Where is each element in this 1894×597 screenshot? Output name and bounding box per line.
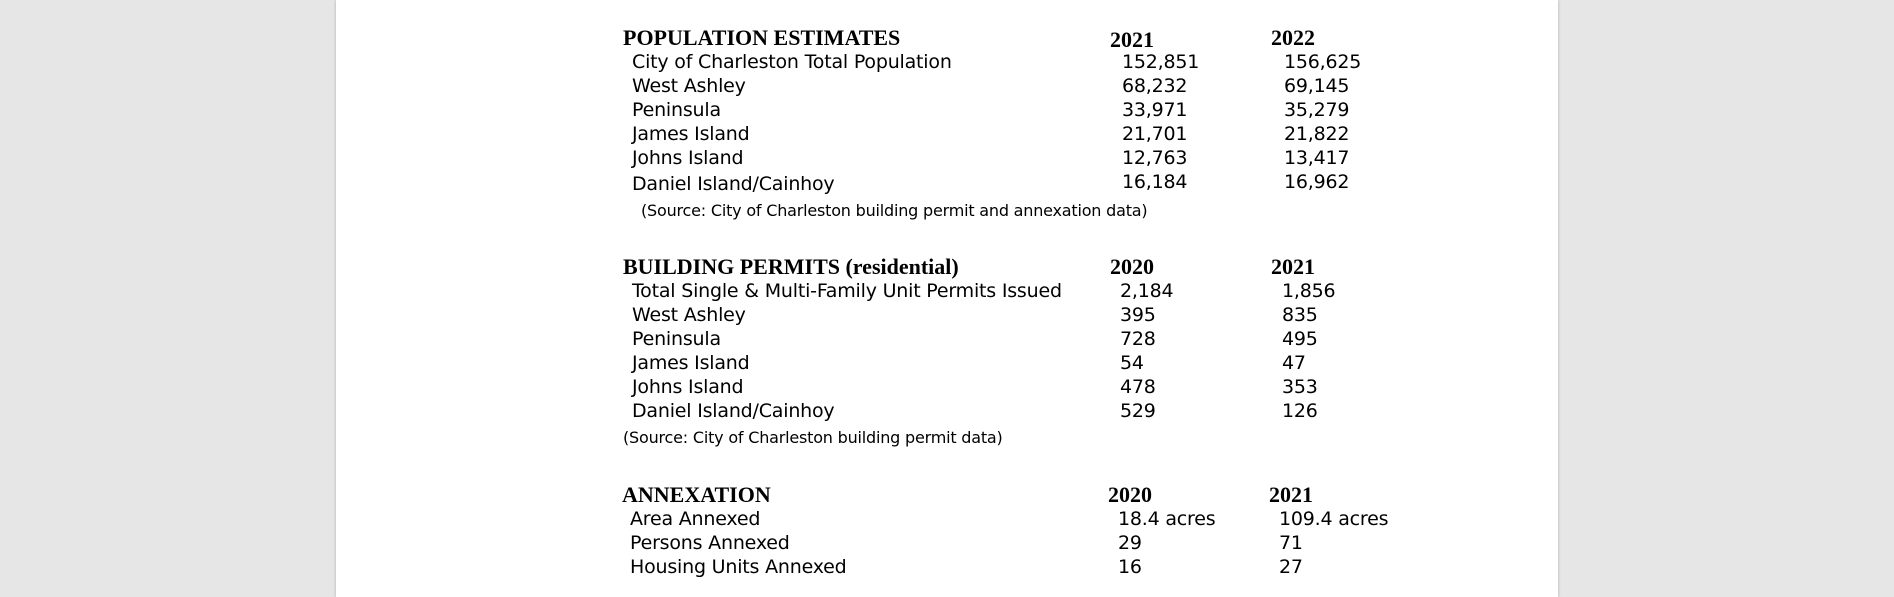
annexation-row-value: 71	[1279, 532, 1303, 554]
annexation-row-label: Housing Units Annexed	[630, 556, 847, 578]
population-row-value: 68,232	[1122, 75, 1188, 97]
population-row-value: 69,145	[1284, 75, 1350, 97]
permits-row-value: 478	[1120, 376, 1156, 398]
population-row-value: 21,822	[1284, 123, 1350, 145]
population-row-label: City of Charleston Total Population	[632, 51, 952, 73]
population-row-label: West Ashley	[632, 75, 746, 97]
permits-col-2020: 2020	[1110, 254, 1154, 279]
annexation-row-value: 29	[1118, 532, 1142, 554]
permits-row-value: 495	[1282, 328, 1318, 350]
permits-row-value: 728	[1120, 328, 1156, 350]
permits-row-label: Johns Island	[632, 376, 744, 398]
population-title: POPULATION ESTIMATES	[623, 25, 901, 50]
annexation-col-2020: 2020	[1108, 482, 1152, 507]
permits-row-label: James Island	[632, 352, 750, 374]
population-row-label: Daniel Island/Cainhoy	[632, 173, 835, 195]
population-row-value: 13,417	[1284, 147, 1350, 169]
permits-row-label: West Ashley	[632, 304, 746, 326]
permits-row-value: 2,184	[1120, 280, 1174, 302]
population-row-value: 33,971	[1122, 99, 1188, 121]
permits-row-value: 835	[1282, 304, 1318, 326]
population-row-label: Peninsula	[632, 99, 721, 121]
permits-row-value: 1,856	[1282, 280, 1336, 302]
population-source: (Source: City of Charleston building per…	[641, 201, 1148, 220]
annexation-row-value: 16	[1118, 556, 1142, 578]
annexation-col-2021: 2021	[1269, 482, 1313, 507]
annexation-row-value: 18.4 acres	[1118, 508, 1216, 530]
population-row-label: James Island	[632, 123, 750, 145]
permits-row-value: 47	[1282, 352, 1306, 374]
annexation-row-label: Persons Annexed	[630, 532, 790, 554]
population-row-value: 16,184	[1122, 171, 1188, 193]
permits-row-label: Peninsula	[632, 328, 721, 350]
permits-row-value: 395	[1120, 304, 1156, 326]
permits-row-label: Daniel Island/Cainhoy	[632, 400, 835, 422]
annexation-row-value: 109.4 acres	[1279, 508, 1389, 530]
permits-row-label: Total Single & Multi-Family Unit Permits…	[632, 280, 1062, 302]
population-row-value: 21,701	[1122, 123, 1188, 145]
population-row-value: 12,763	[1122, 147, 1188, 169]
permits-row-value: 126	[1282, 400, 1318, 422]
population-row-label: Johns Island	[632, 147, 744, 169]
permits-source: (Source: City of Charleston building per…	[623, 428, 1003, 447]
annexation-row-value: 27	[1279, 556, 1303, 578]
population-row-value: 16,962	[1284, 171, 1350, 193]
population-row-value: 35,279	[1284, 99, 1350, 121]
annexation-title: ANNEXATION	[622, 482, 771, 507]
permits-row-value: 529	[1120, 400, 1156, 422]
population-row-value: 152,851	[1122, 51, 1200, 73]
population-col-2021: 2021	[1110, 27, 1154, 52]
permits-row-value: 54	[1120, 352, 1144, 374]
permits-col-2021: 2021	[1271, 254, 1315, 279]
population-col-2022: 2022	[1271, 25, 1315, 50]
annexation-row-label: Area Annexed	[630, 508, 761, 530]
document-page: POPULATION ESTIMATES 2021 2022 City of C…	[336, 0, 1558, 597]
population-row-value: 156,625	[1284, 51, 1362, 73]
permits-row-value: 353	[1282, 376, 1318, 398]
permits-title: BUILDING PERMITS (residential)	[623, 254, 959, 279]
